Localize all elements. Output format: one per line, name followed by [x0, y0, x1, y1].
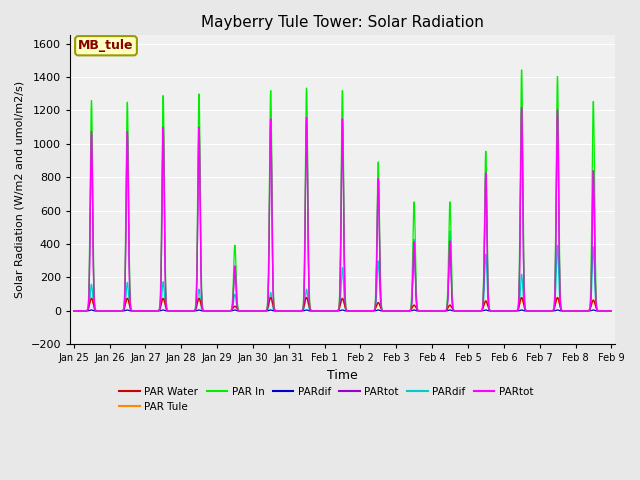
Legend: PAR Water, PAR Tule, PAR In, PARdif, PARtot, PARdif, PARtot: PAR Water, PAR Tule, PAR In, PARdif, PAR… [115, 383, 538, 416]
X-axis label: Time: Time [327, 369, 358, 382]
Text: MB_tule: MB_tule [78, 39, 134, 52]
Y-axis label: Solar Radiation (W/m2 and umol/m2/s): Solar Radiation (W/m2 and umol/m2/s) [15, 81, 25, 299]
Title: Mayberry Tule Tower: Solar Radiation: Mayberry Tule Tower: Solar Radiation [201, 15, 484, 30]
